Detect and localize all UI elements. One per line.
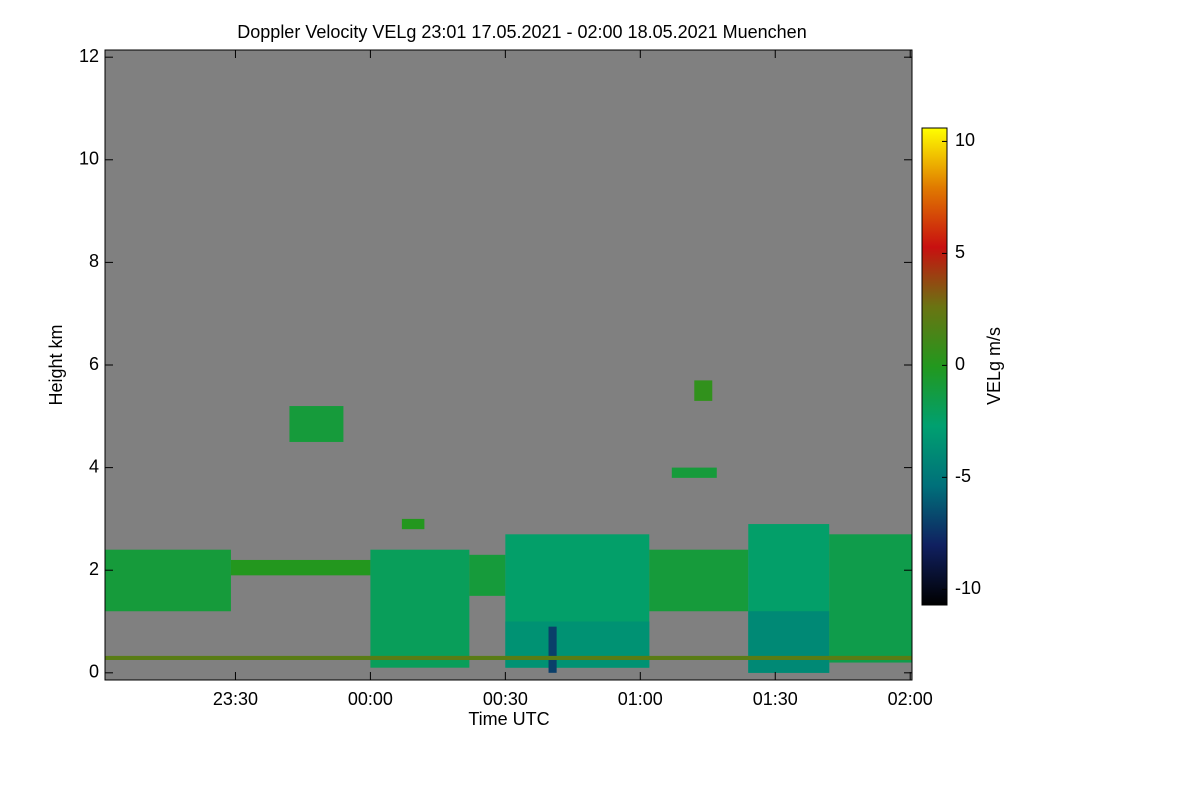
heat-cell: [505, 621, 650, 668]
colorbar-tick-label: 10: [955, 130, 975, 150]
x-tick-label: 00:00: [348, 689, 393, 709]
colorbar-tick-label: -10: [955, 578, 981, 598]
x-tick-label: 23:30: [213, 689, 258, 709]
heat-cell: [671, 467, 717, 478]
y-tick-label: 6: [89, 354, 99, 374]
heat-cell: [694, 380, 713, 401]
heat-cell: [748, 611, 830, 673]
heat-cell: [401, 518, 425, 530]
heat-cell: [548, 626, 557, 673]
y-tick-label: 0: [89, 662, 99, 682]
x-tick-label: 00:30: [483, 689, 528, 709]
colorbar-tick-label: -5: [955, 466, 971, 486]
heat-cell: [289, 406, 344, 442]
y-tick-label: 10: [79, 149, 99, 169]
heat-cell: [829, 534, 912, 663]
heat-cell: [370, 549, 470, 668]
colorbar: [921, 127, 948, 606]
x-tick-label: 01:00: [618, 689, 663, 709]
y-tick-label: 8: [89, 251, 99, 271]
colorbar-label: VELg m/s: [984, 327, 1004, 405]
y-tick-label: 2: [89, 559, 99, 579]
y-tick-label: 4: [89, 456, 99, 476]
x-tick-label: 01:30: [753, 689, 798, 709]
heat-cell: [105, 549, 231, 612]
colorbar-tick-label: 0: [955, 354, 965, 374]
x-axis-label: Time UTC: [468, 709, 549, 729]
heat-cell: [649, 549, 749, 612]
heat-cell: [469, 554, 506, 596]
y-axis-label: Height km: [46, 324, 66, 405]
y-tick-label: 12: [79, 46, 99, 66]
chart-title: Doppler Velocity VELg 23:01 17.05.2021 -…: [237, 22, 806, 42]
colorbar-tick-label: 5: [955, 242, 965, 262]
heat-cell: [230, 559, 371, 576]
heat-cell: [105, 655, 912, 660]
x-tick-label: 02:00: [888, 689, 933, 709]
